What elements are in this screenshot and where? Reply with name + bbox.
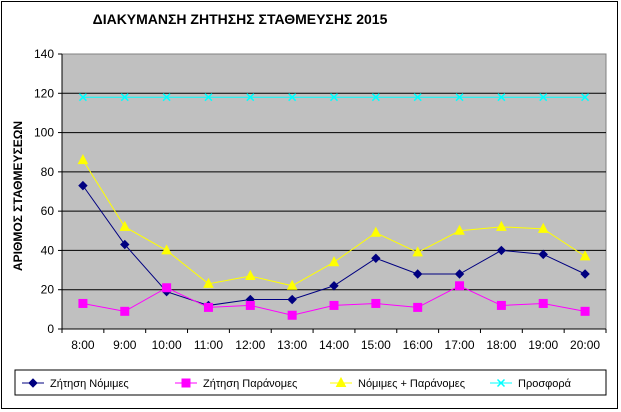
data-point bbox=[162, 283, 172, 293]
data-point bbox=[244, 269, 256, 280]
data-point bbox=[161, 244, 172, 255]
legend-entry: Νόμιμες + Παράνομες bbox=[330, 376, 465, 390]
legend-entry: Ζήτηση Νόμιμες bbox=[22, 378, 129, 390]
y-tick-label: 60 bbox=[41, 204, 55, 218]
y-tick-label: 120 bbox=[34, 86, 54, 100]
data-point bbox=[287, 310, 297, 320]
legend-label: Ζήτηση Παράνομες bbox=[203, 378, 297, 390]
data-point bbox=[579, 250, 591, 261]
data-point bbox=[413, 93, 422, 102]
y-tick-label: 80 bbox=[41, 165, 55, 179]
data-point bbox=[120, 93, 129, 102]
x-tick-label: 13:00 bbox=[277, 338, 307, 352]
series-layer bbox=[77, 93, 591, 320]
legend-label: Ζήτηση Νόμιμες bbox=[50, 378, 129, 390]
x-tick-label: 8:00 bbox=[71, 338, 95, 352]
series-2 bbox=[77, 154, 591, 290]
data-point bbox=[329, 281, 339, 291]
data-point bbox=[78, 180, 88, 191]
legend-items: Ζήτηση Νόμιμες Ζήτηση Παράνομες Νόμιμες + … bbox=[22, 376, 572, 390]
x-tick-label: 17:00 bbox=[445, 338, 475, 352]
data-point bbox=[496, 300, 506, 310]
x-axis-ticks: 8:00 9:00 10:00 11:00 12:00 13:00 14:00 15:00 16… bbox=[61, 328, 607, 352]
data-point bbox=[580, 306, 590, 316]
legend-marker bbox=[496, 378, 506, 388]
y-tick-label: 0 bbox=[47, 322, 54, 336]
data-point bbox=[203, 302, 213, 312]
x-tick-label: 19:00 bbox=[528, 338, 558, 352]
y-tick-label: 140 bbox=[34, 47, 54, 61]
series-3 bbox=[78, 93, 590, 102]
data-point bbox=[581, 93, 590, 102]
grid-lines bbox=[62, 92, 606, 291]
legend-label: Προσφορά bbox=[518, 378, 572, 390]
legend-marker bbox=[28, 378, 38, 388]
x-tick-label: 15:00 bbox=[361, 338, 391, 352]
legend-label: Νόμιμες + Παράνομες bbox=[358, 378, 465, 390]
data-point bbox=[328, 256, 340, 267]
data-point bbox=[120, 306, 130, 316]
x-tick-label: 20:00 bbox=[570, 338, 600, 352]
data-point bbox=[496, 220, 507, 231]
series-1 bbox=[78, 281, 590, 320]
data-point bbox=[496, 245, 507, 256]
x-tick-label: 18:00 bbox=[486, 338, 516, 352]
data-point bbox=[245, 300, 255, 310]
data-point bbox=[162, 93, 171, 102]
data-point bbox=[288, 93, 297, 102]
data-point bbox=[371, 253, 381, 263]
y-tick-label: 40 bbox=[41, 243, 55, 257]
x-tick-label: 9:00 bbox=[113, 338, 137, 352]
x-tick-label: 14:00 bbox=[319, 338, 349, 352]
data-point bbox=[119, 220, 131, 231]
legend-entry: Ζήτηση Παράνομες bbox=[175, 378, 297, 390]
data-point bbox=[78, 93, 87, 102]
legend-marker bbox=[335, 376, 347, 387]
data-point bbox=[412, 269, 423, 279]
x-tick-label: 11:00 bbox=[194, 338, 223, 352]
data-point bbox=[454, 224, 465, 235]
data-point bbox=[77, 154, 89, 165]
data-point bbox=[246, 93, 255, 102]
data-point bbox=[455, 93, 464, 102]
data-point bbox=[537, 222, 549, 233]
data-point bbox=[203, 277, 214, 288]
x-tick-label: 10:00 bbox=[152, 338, 182, 352]
data-point bbox=[371, 93, 380, 102]
y-axis-label: ΑΡΙΘΜΟΣ ΣΤΑΘΜΕΥΣΕΩΝ bbox=[11, 121, 25, 271]
y-tick-label: 100 bbox=[34, 126, 54, 140]
data-point bbox=[329, 300, 339, 310]
data-point bbox=[120, 239, 130, 250]
data-point bbox=[370, 226, 382, 237]
data-point bbox=[78, 298, 88, 308]
x-tick-label: 12:00 bbox=[235, 338, 265, 352]
data-point bbox=[287, 294, 297, 305]
data-point bbox=[497, 93, 506, 102]
data-point bbox=[538, 249, 548, 260]
data-point bbox=[539, 93, 548, 102]
legend-marker bbox=[181, 378, 191, 388]
data-point bbox=[412, 246, 424, 257]
data-point bbox=[371, 298, 381, 308]
data-point bbox=[454, 269, 465, 279]
data-point bbox=[580, 269, 590, 279]
data-point bbox=[538, 298, 548, 308]
data-point bbox=[413, 302, 423, 312]
y-axis-ticks: 0 20 40 60 80 100 120 140 bbox=[34, 47, 63, 336]
data-point bbox=[204, 93, 213, 102]
x-tick-label: 16:00 bbox=[403, 338, 433, 352]
data-point bbox=[329, 93, 339, 102]
chart-title: ΔΙΑΚΥΜΑΝΣΗ ΖΗΤΗΣΗΣ ΣΤΑΘΜΕΥΣΗΣ 2015 bbox=[93, 11, 388, 27]
data-point bbox=[286, 279, 298, 290]
data-point bbox=[455, 281, 465, 291]
y-tick-label: 20 bbox=[41, 283, 55, 297]
legend-entry: Προσφορά bbox=[490, 378, 572, 390]
